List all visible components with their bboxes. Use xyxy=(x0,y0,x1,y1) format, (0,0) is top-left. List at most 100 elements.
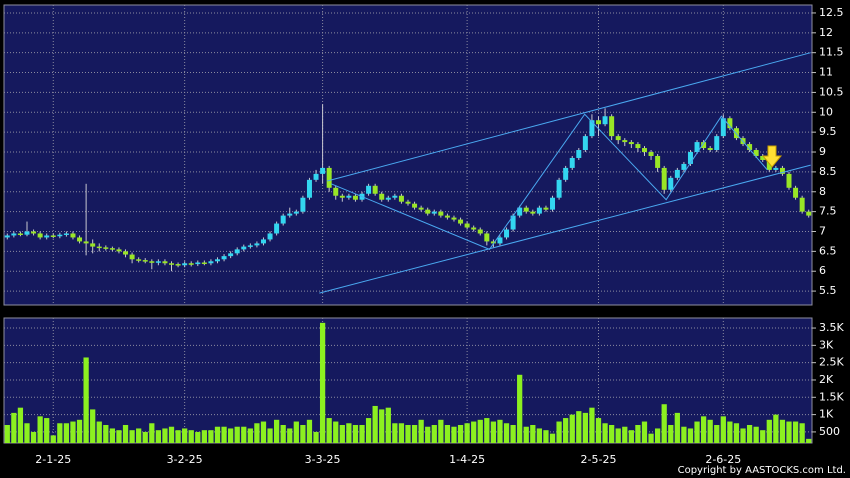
candle-body xyxy=(260,239,266,244)
candle-body xyxy=(431,211,437,214)
volume-bar xyxy=(661,404,667,443)
y-tick-label: 9.5 xyxy=(819,125,837,138)
volume-bar xyxy=(799,423,805,443)
volume-bar xyxy=(556,421,562,443)
y-tick-label: 1K xyxy=(819,408,834,421)
y-tick-label: 7 xyxy=(819,224,826,237)
volume-bar xyxy=(30,431,37,443)
candle-body xyxy=(280,215,286,224)
x-tick-label: 2-1-25 xyxy=(35,453,71,466)
volume-bar xyxy=(792,421,799,443)
volume-bar xyxy=(589,407,595,443)
candle-body xyxy=(596,120,602,125)
candle-body xyxy=(385,197,391,200)
candle-body xyxy=(517,207,523,216)
volume-bar xyxy=(740,428,746,443)
volume-bar xyxy=(484,418,490,443)
candle-body xyxy=(201,262,207,264)
candle-body xyxy=(70,233,76,238)
candle-body xyxy=(477,229,483,234)
candle-body xyxy=(221,256,227,260)
x-tick-label: 1-4-25 xyxy=(449,453,485,466)
volume-bar xyxy=(214,426,221,443)
volume-bar xyxy=(109,428,116,443)
volume-bar xyxy=(563,418,569,443)
volume-bar xyxy=(635,424,641,443)
signal-arrow xyxy=(761,145,783,168)
volume-bar xyxy=(83,357,89,443)
candle-body xyxy=(641,148,647,153)
candle-body xyxy=(90,243,96,247)
candle-body xyxy=(162,261,168,264)
volume-bar xyxy=(641,421,648,443)
y-tick-label: 10 xyxy=(819,105,833,118)
volume-bar xyxy=(668,424,674,443)
candle-body xyxy=(50,235,56,237)
volume-bar xyxy=(175,430,181,443)
y-tick-label: 3.5K xyxy=(819,321,844,334)
volume-bar xyxy=(17,407,24,443)
candle-body xyxy=(714,136,720,151)
candle-body xyxy=(444,215,450,218)
candle-body xyxy=(333,187,339,196)
y-tick-label: 10.5 xyxy=(819,85,844,98)
candle-body xyxy=(747,144,753,151)
volume-bar xyxy=(549,433,556,443)
candle-body xyxy=(169,263,175,265)
volume-bar xyxy=(90,409,96,443)
volume-bar xyxy=(681,426,687,443)
candle-body xyxy=(214,259,220,262)
volume-bar xyxy=(352,424,359,443)
candle-body xyxy=(661,167,667,190)
volume-bar xyxy=(182,428,188,443)
candle-body xyxy=(464,223,470,228)
volume-bar xyxy=(503,423,510,443)
volume-bar xyxy=(622,426,628,443)
candle-body xyxy=(556,179,562,198)
volume-bar xyxy=(372,405,378,443)
candle-body xyxy=(392,195,398,198)
candle-body xyxy=(510,215,516,230)
price-panel xyxy=(3,4,813,306)
y-tick-label: 1.5K xyxy=(819,390,844,403)
y-tick-label: 5.5 xyxy=(819,284,837,297)
candle-body xyxy=(707,148,713,151)
volume-bar xyxy=(195,431,201,443)
candle-body xyxy=(57,234,63,237)
trend-line xyxy=(327,52,811,182)
candle-body xyxy=(451,217,457,220)
volume-bar xyxy=(129,430,135,443)
volume-bar xyxy=(720,416,726,443)
candle-body xyxy=(681,163,687,170)
volume-bar xyxy=(287,428,293,443)
candle-body xyxy=(372,185,378,194)
volume-bar xyxy=(779,419,786,443)
candle-body xyxy=(628,142,634,145)
candle-body xyxy=(228,253,234,257)
volume-panel xyxy=(3,317,813,444)
candle-body xyxy=(484,233,490,242)
volume-bar xyxy=(142,431,148,443)
candle-body xyxy=(668,177,674,190)
candle-body xyxy=(471,227,477,230)
volume-bar xyxy=(674,412,680,443)
volume-bar xyxy=(76,419,83,443)
volume-bar xyxy=(444,424,451,443)
candle-body xyxy=(609,116,615,137)
candle-body xyxy=(405,201,411,204)
candle-body xyxy=(116,249,122,252)
candle-body xyxy=(234,249,240,254)
volume-bar xyxy=(136,428,142,443)
volume-bar xyxy=(254,423,260,443)
y-tick-label: 9 xyxy=(819,145,826,158)
candle-body xyxy=(582,136,588,151)
candle-body xyxy=(149,261,155,263)
volume-bar xyxy=(313,431,319,443)
volume-bar xyxy=(490,421,497,443)
volume-bar xyxy=(241,426,247,443)
candle-body xyxy=(602,116,608,125)
trend-line xyxy=(330,113,768,250)
volume-bar xyxy=(63,423,70,443)
volume-bar xyxy=(707,419,713,443)
volume-bar xyxy=(628,430,634,443)
